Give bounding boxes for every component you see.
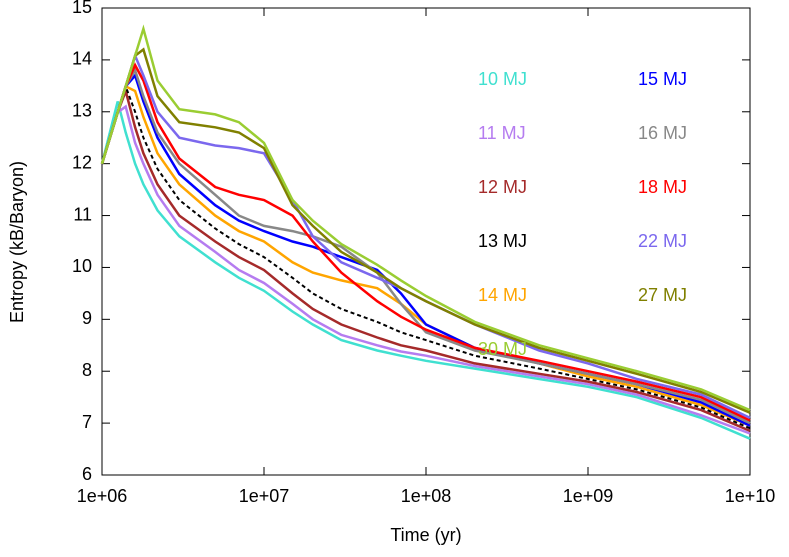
legend-label: 10 MJ bbox=[478, 69, 527, 89]
x-tick-label: 1e+08 bbox=[401, 486, 452, 506]
y-tick-label: 12 bbox=[72, 152, 92, 172]
series-line bbox=[100, 62, 751, 422]
y-axis-label: Entropy (kB/Baryon) bbox=[7, 161, 27, 323]
x-tick-label: 1e+06 bbox=[77, 486, 128, 506]
y-tick-label: 10 bbox=[72, 256, 92, 276]
legend-label: 30 MJ bbox=[478, 339, 527, 359]
x-tick-label: 1e+10 bbox=[725, 486, 776, 506]
legend-label: 27 MJ bbox=[638, 285, 687, 305]
legend-label: 12 MJ bbox=[478, 177, 527, 197]
series-line bbox=[100, 52, 751, 420]
series-line bbox=[100, 67, 751, 425]
y-tick-label: 14 bbox=[72, 49, 92, 69]
legend-label: 22 MJ bbox=[638, 231, 687, 251]
legend-label: 13 MJ bbox=[478, 231, 527, 251]
series-line bbox=[100, 86, 751, 433]
legend-label: 16 MJ bbox=[638, 123, 687, 143]
y-tick-label: 9 bbox=[82, 308, 92, 328]
legend-label: 15 MJ bbox=[638, 69, 687, 89]
y-tick-label: 13 bbox=[72, 101, 92, 121]
legend-label: 18 MJ bbox=[638, 177, 687, 197]
series-line bbox=[101, 83, 751, 430]
x-tick-label: 1e+07 bbox=[239, 486, 290, 506]
series-line bbox=[100, 101, 751, 440]
x-axis-label: Time (yr) bbox=[390, 525, 461, 545]
y-tick-label: 11 bbox=[73, 204, 92, 224]
legend-label: 11 MJ bbox=[478, 123, 526, 143]
y-tick-label: 15 bbox=[72, 0, 92, 17]
series-line bbox=[100, 47, 751, 414]
series-line bbox=[100, 84, 751, 427]
x-tick-label: 1e+09 bbox=[563, 486, 614, 506]
series-line bbox=[100, 104, 751, 435]
y-tick-label: 8 bbox=[82, 360, 92, 380]
series-line bbox=[100, 24, 751, 412]
legend-label: 14 MJ bbox=[478, 285, 527, 305]
y-tick-label: 7 bbox=[82, 412, 92, 432]
y-tick-label: 6 bbox=[82, 464, 92, 484]
